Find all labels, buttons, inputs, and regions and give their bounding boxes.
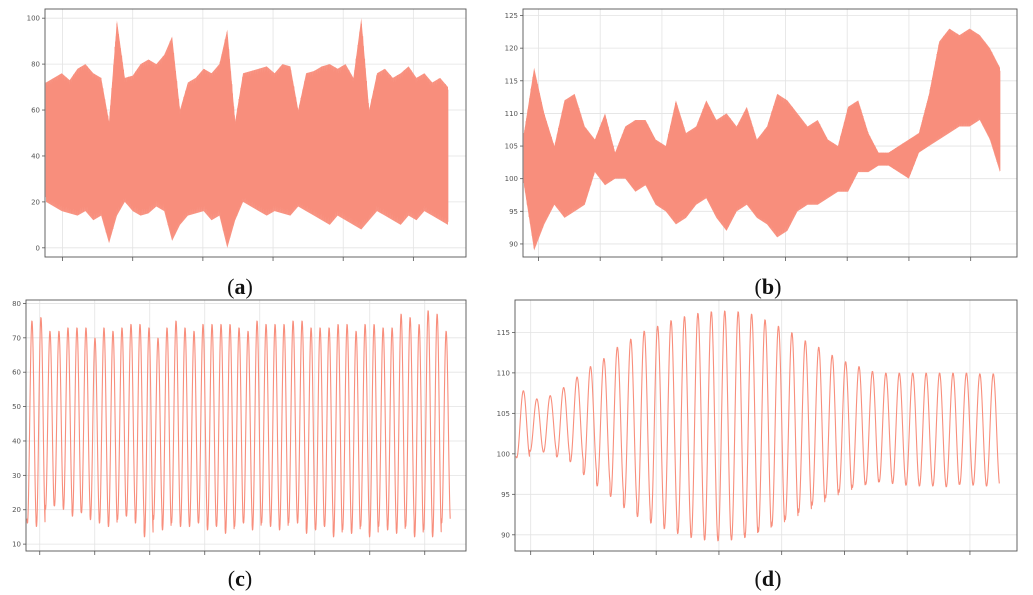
- y-tick-label: 20: [31, 198, 40, 206]
- y-tick-label: 125: [505, 12, 518, 20]
- chart-svg-c: 10 20 30 40 50 60 70 80: [12, 299, 467, 555]
- grid: [512, 300, 1017, 555]
- y-tick-label: 105: [497, 410, 510, 418]
- y-tick-label: 20: [12, 506, 21, 514]
- y-tick-label: 10: [12, 541, 21, 549]
- y-tick-label: 40: [31, 152, 40, 160]
- y-tick-label: 90: [509, 240, 518, 248]
- y-tick-label: 110: [505, 110, 518, 118]
- series-texture: [523, 29, 1001, 249]
- y-tick-label: 95: [509, 208, 518, 216]
- y-tick-label: 90: [501, 531, 510, 539]
- y-tick-label: 80: [12, 300, 21, 308]
- y-tick-label: 115: [497, 329, 510, 337]
- plot-frame: [25, 299, 467, 552]
- chart-panel-b: 90 95 100 105 110 115 120 125 (b): [505, 0, 1033, 300]
- plot-frame: [514, 299, 1018, 552]
- plot-frame: [44, 8, 467, 258]
- series-line: [26, 310, 451, 538]
- chart-caption: (d): [754, 566, 782, 591]
- chart-caption: (c): [227, 566, 253, 591]
- chart-svg-b: 90 95 100 105 110 115 120 125: [505, 8, 1018, 261]
- y-tick-label: 0: [36, 244, 40, 252]
- y-tick-label: 30: [12, 472, 21, 480]
- chart-caption: (b): [754, 274, 782, 299]
- plot-frame: [522, 8, 1018, 258]
- y-tick-label: 95: [501, 491, 510, 499]
- series-texture: [45, 23, 449, 244]
- chart-panel-c: 10 20 30 40 50 60 70 80 (c): [0, 298, 516, 595]
- y-tick-label: 70: [12, 334, 21, 342]
- y-tick-label: 50: [12, 403, 21, 411]
- y-tick-label: 100: [27, 15, 40, 23]
- chart-svg-a: 0 20 40 60 80 100: [27, 8, 467, 261]
- y-tick-label: 105: [505, 143, 518, 151]
- y-tick-label: 120: [505, 45, 518, 53]
- y-tick-label: 60: [31, 107, 40, 115]
- chart-svg-d: 90 95 100 105 110 115: [497, 299, 1018, 555]
- chart-panel-a: 0 20 40 60 80 100 (a): [0, 0, 516, 300]
- y-tick-label: 110: [497, 369, 510, 377]
- y-tick-label: 100: [505, 175, 518, 183]
- y-tick-label: 60: [12, 369, 21, 377]
- y-tick-label: 100: [497, 450, 510, 458]
- series-line: [515, 310, 1000, 542]
- y-tick-label: 80: [31, 61, 40, 69]
- chart-panel-d: 90 95 100 105 110 115 (d): [497, 298, 1033, 595]
- y-tick-label: 40: [12, 437, 21, 445]
- y-tick-label: 115: [505, 77, 518, 85]
- chart-caption: (a): [227, 274, 253, 299]
